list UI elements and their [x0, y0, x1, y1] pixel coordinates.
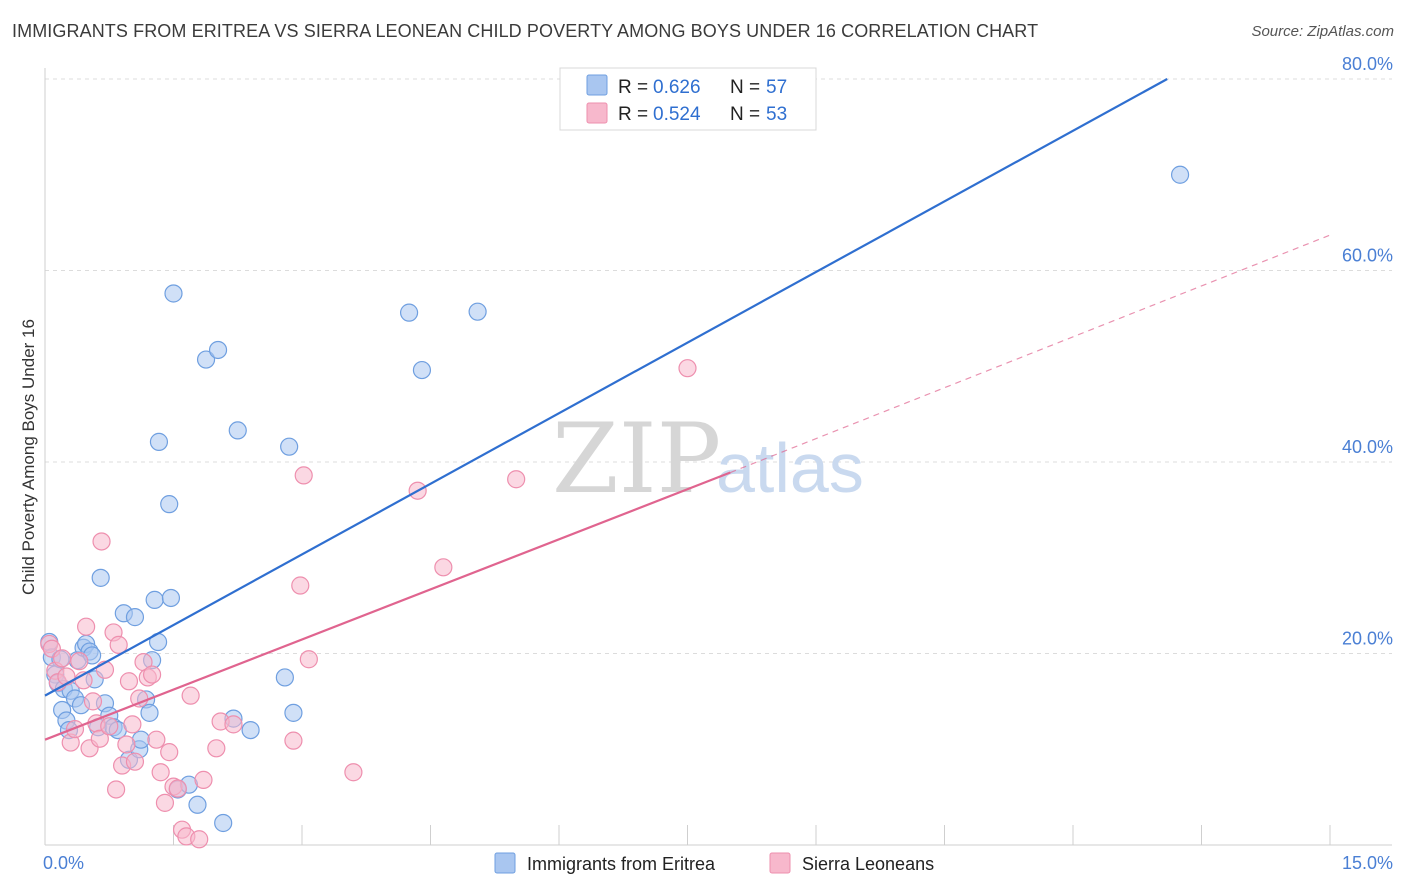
point-sierra: [292, 577, 309, 594]
point-eritrea: [281, 438, 298, 455]
y-tick-label: 20.0%: [1342, 629, 1393, 649]
legend-n-label-1: N =: [730, 77, 760, 98]
point-eritrea: [126, 609, 143, 626]
point-sierra: [54, 650, 71, 667]
point-sierra: [108, 781, 125, 798]
point-eritrea: [162, 589, 179, 606]
point-sierra: [679, 360, 696, 377]
x-tick-label-min: 0.0%: [43, 853, 84, 873]
watermark-zip: ZIP: [552, 403, 721, 515]
point-sierra: [300, 651, 317, 668]
y-tick-label: 40.0%: [1342, 437, 1393, 457]
legend-r-value-1: 0.626: [653, 77, 701, 98]
point-sierra: [152, 764, 169, 781]
point-eritrea: [92, 569, 109, 586]
point-sierra: [195, 771, 212, 788]
point-eritrea: [413, 362, 430, 379]
legend-r-label-2: R =: [618, 104, 648, 125]
point-sierra: [126, 753, 143, 770]
point-eritrea: [215, 814, 232, 831]
legend-n-value-1: 57: [766, 77, 787, 98]
point-sierra: [144, 666, 161, 683]
y-axis-label: Child Poverty Among Boys Under 16: [19, 319, 38, 595]
x-tick-label-max: 15.0%: [1342, 853, 1393, 873]
point-sierra: [84, 693, 101, 710]
point-eritrea: [161, 496, 178, 513]
point-eritrea: [229, 422, 246, 439]
legend-r-label-1: R =: [618, 77, 648, 98]
point-sierra: [345, 764, 362, 781]
bottom-legend-label-sierra: Sierra Leoneans: [802, 854, 934, 874]
y-tick-label: 80.0%: [1342, 54, 1393, 74]
point-sierra: [148, 731, 165, 748]
point-sierra: [58, 668, 75, 685]
trendline-sierra: [45, 473, 730, 740]
point-sierra: [156, 794, 173, 811]
legend-n-value-2: 53: [766, 104, 787, 125]
legend-swatch-eritrea: [587, 75, 607, 95]
point-eritrea: [401, 304, 418, 321]
point-sierra: [208, 740, 225, 757]
grid-layer: [45, 79, 1392, 654]
point-sierra: [118, 736, 135, 753]
legend-swatch-sierra: [587, 103, 607, 123]
point-eritrea: [146, 591, 163, 608]
trendline-eritrea: [45, 79, 1167, 696]
point-sierra: [285, 732, 302, 749]
point-sierra: [161, 744, 178, 761]
point-eritrea: [210, 341, 227, 358]
legend-box: R = 0.626 N = 57 R = 0.524 N = 53: [560, 68, 816, 130]
point-sierra: [78, 618, 95, 635]
point-eritrea: [189, 796, 206, 813]
point-sierra: [182, 687, 199, 704]
point-eritrea: [276, 669, 293, 686]
point-eritrea: [1172, 166, 1189, 183]
scatter-chart: ZIP atlas 20.0%40.0%60.0%80.0%0.0% 15.0% …: [0, 0, 1406, 892]
point-sierra: [508, 471, 525, 488]
point-eritrea: [469, 303, 486, 320]
bottom-legend-swatch-sierra: [770, 853, 790, 873]
point-sierra: [71, 653, 88, 670]
point-sierra: [169, 780, 186, 797]
watermark-atlas: atlas: [716, 429, 864, 507]
point-eritrea: [285, 704, 302, 721]
point-sierra: [124, 716, 141, 733]
watermark: ZIP atlas: [552, 403, 864, 515]
point-sierra: [225, 716, 242, 733]
legend-n-label-2: N =: [730, 104, 760, 125]
point-eritrea: [141, 704, 158, 721]
point-eritrea: [150, 433, 167, 450]
bottom-legend-label-eritrea: Immigrants from Eritrea: [527, 854, 716, 874]
bottom-legend: Immigrants from Eritrea Sierra Leoneans: [495, 853, 934, 874]
point-sierra: [101, 718, 118, 735]
legend-r-value-2: 0.524: [653, 104, 701, 125]
point-sierra: [295, 467, 312, 484]
bottom-legend-swatch-eritrea: [495, 853, 515, 873]
point-sierra: [93, 533, 110, 550]
point-sierra: [191, 831, 208, 848]
point-sierra: [435, 559, 452, 576]
y-tick-label: 60.0%: [1342, 246, 1393, 266]
point-sierra: [120, 673, 137, 690]
point-eritrea: [165, 285, 182, 302]
point-eritrea: [242, 722, 259, 739]
